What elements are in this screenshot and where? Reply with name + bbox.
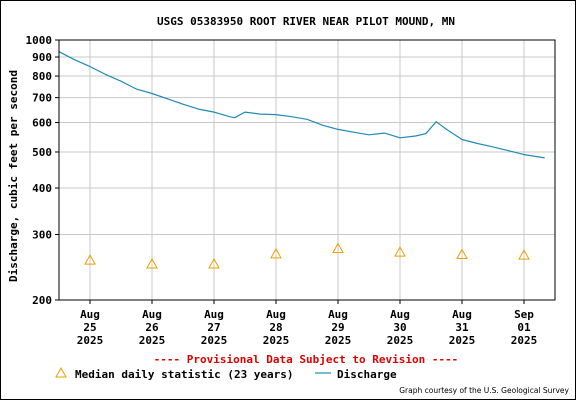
x-tick-label: 2025 — [449, 334, 476, 347]
x-tick-label: 29 — [331, 321, 344, 334]
grid — [59, 39, 555, 301]
x-tick-label: Aug — [452, 308, 472, 321]
x-tick-label: 2025 — [387, 334, 414, 347]
discharge-line — [58, 51, 545, 159]
x-tick-label: 2025 — [263, 334, 290, 347]
y-axis-label: Discharge, cubic feet per second — [7, 70, 20, 282]
median-point — [146, 257, 158, 269]
plot-area — [58, 51, 545, 269]
x-tick-label: Sep — [514, 308, 534, 321]
median-point — [270, 247, 282, 259]
median-point — [208, 257, 220, 269]
plot-border — [58, 39, 556, 301]
x-tick-label: Aug — [390, 308, 410, 321]
x-tick-label: 30 — [393, 321, 406, 334]
y-axis: 200 300 400 500 600 700 800 900 1000 — [26, 34, 59, 307]
x-tick-label: Aug — [142, 308, 162, 321]
y-tick-label: 700 — [32, 92, 52, 105]
y-tick-label: 1000 — [26, 34, 53, 47]
x-tick-label: 2025 — [201, 334, 228, 347]
y-tick-label: 900 — [32, 51, 52, 64]
y-tick-label: 400 — [32, 182, 52, 195]
x-tick-label: 2025 — [77, 334, 104, 347]
legend-median-label: Median daily statistic (23 years) — [75, 368, 294, 381]
y-tick-label: 300 — [32, 228, 52, 241]
median-point — [84, 254, 96, 265]
x-tick-label: Aug — [80, 308, 100, 321]
y-tick-label: 200 — [32, 294, 52, 307]
x-tick-label: 25 — [83, 321, 96, 334]
median-point — [394, 246, 406, 257]
chart-title: USGS 05383950 ROOT RIVER NEAR PILOT MOUN… — [157, 15, 455, 28]
y-tick-label: 600 — [32, 117, 52, 130]
x-tick-label: 2025 — [325, 334, 352, 347]
legend: Median daily statistic (23 years) Discha… — [55, 366, 397, 381]
graph-credit: Graph courtesy of the U.S. Geological Su… — [399, 386, 569, 395]
x-axis: Aug252025Aug262025Aug272025Aug282025Aug2… — [77, 300, 538, 347]
legend-discharge-label: Discharge — [337, 368, 397, 381]
provisional-warning: ---- Provisional Data Subject to Revisio… — [154, 353, 459, 366]
legend-triangle-icon — [55, 366, 67, 378]
median-point — [332, 242, 344, 254]
x-tick-label: 2025 — [139, 334, 166, 347]
x-tick-label: 28 — [269, 321, 282, 334]
x-tick-label: Aug — [266, 308, 286, 321]
median-point — [456, 248, 468, 260]
x-tick-label: 31 — [455, 321, 469, 334]
median-point — [518, 249, 530, 260]
x-tick-label: 27 — [207, 321, 220, 334]
x-tick-label: Aug — [204, 308, 224, 321]
y-tick-label: 800 — [32, 70, 52, 83]
x-tick-label: Aug — [328, 308, 348, 321]
x-tick-label: 01 — [517, 321, 531, 334]
y-tick-label: 500 — [32, 146, 52, 159]
x-tick-label: 26 — [145, 321, 159, 334]
x-tick-label: 2025 — [511, 334, 538, 347]
